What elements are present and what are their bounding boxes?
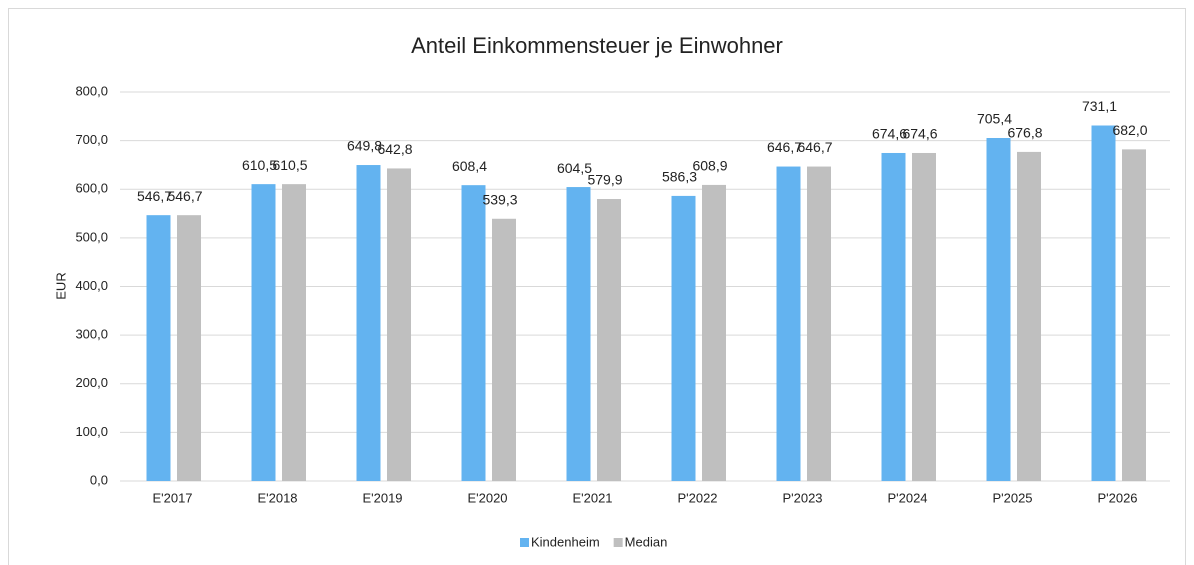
x-tick-label: E'2019	[362, 490, 402, 505]
legend-label: Kindenheim	[531, 534, 600, 549]
bar	[492, 218, 516, 481]
x-tick-label: P'2025	[992, 490, 1032, 505]
bar	[986, 137, 1011, 481]
bar	[356, 165, 381, 482]
y-tick-label: 300,0	[75, 327, 108, 342]
x-tick-label: P'2022	[677, 490, 717, 505]
value-label: 646,7	[767, 139, 802, 155]
value-label: 676,8	[1007, 125, 1042, 141]
bar	[461, 185, 486, 481]
bar	[881, 152, 906, 481]
bar	[146, 215, 171, 482]
bar	[702, 184, 726, 482]
y-axis-label: EUR	[53, 272, 68, 299]
value-label: 586,3	[662, 169, 697, 185]
value-label: 682,0	[1112, 122, 1147, 138]
bar	[912, 152, 936, 481]
bar	[177, 215, 201, 482]
value-label: 610,5	[272, 157, 307, 173]
value-label: 546,7	[137, 188, 172, 204]
bar	[251, 184, 276, 481]
legend-swatch	[520, 538, 529, 547]
value-label: 674,6	[902, 126, 937, 142]
x-tick-label: E'2020	[467, 490, 507, 505]
bar	[597, 199, 621, 481]
legend-swatch	[613, 538, 623, 547]
y-tick-label: 0,0	[90, 472, 108, 487]
value-label: 608,9	[692, 158, 727, 174]
bar	[671, 195, 696, 481]
y-tick-label: 800,0	[75, 83, 108, 98]
bar	[282, 184, 306, 481]
y-tick-label: 200,0	[75, 375, 108, 390]
x-tick-label: P'2024	[887, 490, 927, 505]
value-label: 649,8	[347, 138, 382, 154]
legend-label: Median	[625, 534, 668, 549]
y-tick-label: 700,0	[75, 132, 108, 147]
y-tick-label: 100,0	[75, 424, 108, 439]
value-label: 731,1	[1082, 98, 1117, 114]
value-label: 646,7	[797, 139, 832, 155]
chart-border	[8, 8, 1186, 565]
y-tick-label: 400,0	[75, 278, 108, 293]
x-tick-label: P'2026	[1097, 490, 1137, 505]
x-tick-label: E'2017	[152, 490, 192, 505]
chart-title: Anteil Einkommensteuer je Einwohner	[411, 33, 783, 58]
value-label: 539,3	[482, 191, 517, 207]
value-label: 604,5	[557, 160, 592, 176]
y-tick-label: 600,0	[75, 181, 108, 196]
bar	[1017, 151, 1041, 481]
value-label: 705,4	[977, 111, 1012, 127]
x-tick-label: E'2021	[572, 490, 612, 505]
value-label: 642,8	[377, 141, 412, 157]
y-tick-label: 500,0	[75, 229, 108, 244]
bar	[1091, 125, 1116, 481]
value-label: 610,5	[242, 157, 277, 173]
value-label: 608,4	[452, 158, 487, 174]
x-tick-label: P'2023	[782, 490, 822, 505]
bar	[776, 166, 801, 482]
bar	[387, 168, 411, 481]
value-label: 579,9	[587, 172, 622, 188]
x-tick-label: E'2018	[257, 490, 297, 505]
bar	[1122, 149, 1146, 481]
bar	[566, 187, 591, 481]
bar	[807, 166, 831, 482]
value-label: 674,6	[872, 126, 907, 142]
value-label: 546,7	[167, 188, 202, 204]
